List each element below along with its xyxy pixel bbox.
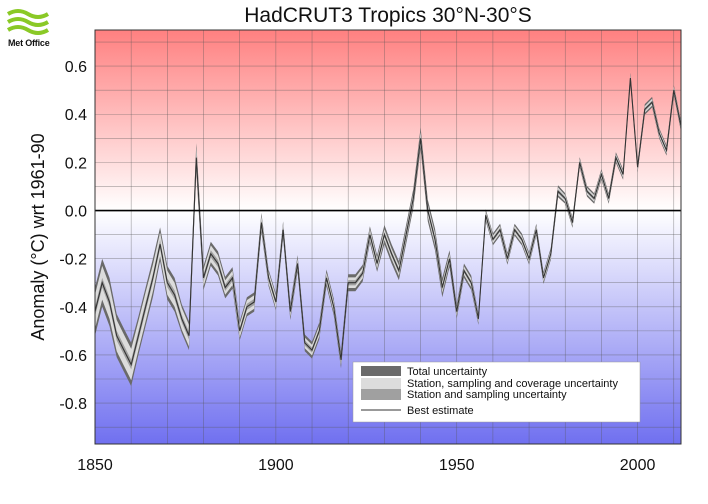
y-tick-label: 0.6 <box>65 59 87 76</box>
y-tick-label: -0.2 <box>59 252 87 269</box>
legend-swatch <box>361 389 401 400</box>
y-axis-label: Anomaly (°C) wrt 1961-90 <box>28 133 48 340</box>
series-lines <box>94 78 682 367</box>
legend-label: Best estimate <box>407 405 474 417</box>
y-tick-label: -0.4 <box>59 300 87 317</box>
logo-text: Met Office <box>8 38 50 48</box>
y-tick-label: 0.2 <box>65 155 87 172</box>
legend-label: Station, sampling and coverage uncertain… <box>407 378 618 390</box>
y-tick-label: -0.6 <box>59 348 87 365</box>
x-tick-label: 1850 <box>77 457 113 474</box>
best-estimate-line <box>94 78 682 367</box>
y-tick-label: 0.0 <box>65 204 87 221</box>
x-axis-ticks: 1850 1900 1950 2000 <box>77 457 655 474</box>
plot-frame <box>94 29 682 445</box>
legend-swatch <box>361 378 401 389</box>
met-office-logo <box>6 6 62 54</box>
chart-title: HadCRUT3 Tropics 30°N-30°S <box>244 4 532 27</box>
x-tick-label: 1950 <box>439 457 475 474</box>
legend-swatch <box>361 366 401 376</box>
wave-icon <box>6 9 50 35</box>
y-axis-ticks: -0.8 -0.6 -0.4 -0.2 0.0 0.2 0.4 0.6 <box>59 59 87 413</box>
y-tick-label: -0.8 <box>59 396 87 413</box>
x-tick-label: 1900 <box>258 457 294 474</box>
legend-label: Station and sampling uncertainty <box>407 389 567 401</box>
legend-label: Total uncertainty <box>407 366 488 378</box>
y-tick-label: 0.4 <box>65 107 87 124</box>
x-tick-label: 2000 <box>620 457 656 474</box>
